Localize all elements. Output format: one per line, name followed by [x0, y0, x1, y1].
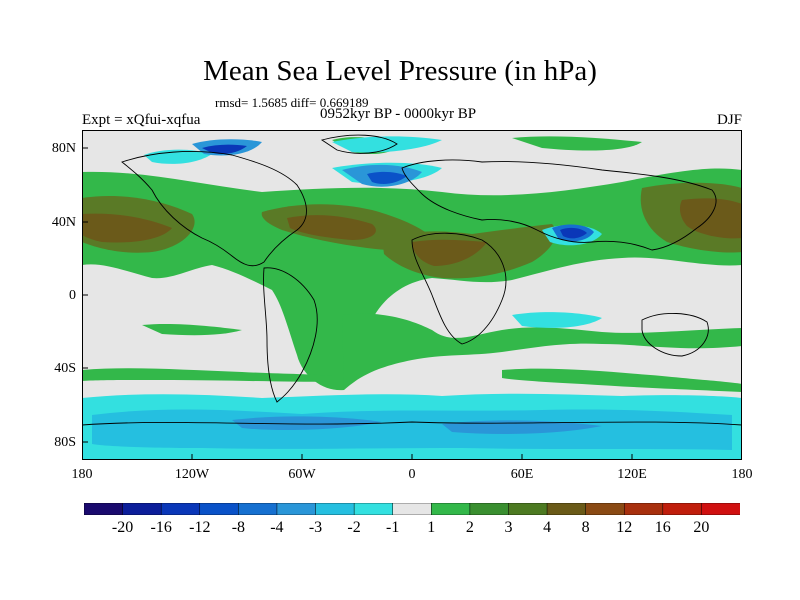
colorbar-swatch: [276, 503, 317, 515]
strong-negative-zones: [92, 139, 732, 450]
map-title: Mean Sea Level Pressure (in hPa): [203, 55, 597, 87]
pressure-map: [82, 130, 742, 460]
colorbar-swatch: [431, 503, 471, 515]
lat-tick-40n: 40N: [51, 215, 76, 230]
coastlines: [82, 134, 742, 426]
colorbar-swatch: [701, 503, 740, 515]
lat-tick-0: 0: [69, 288, 76, 303]
colorbar-label: 20: [693, 519, 710, 536]
colorbar-swatch: [238, 503, 278, 515]
colorbar-swatch: [160, 503, 201, 515]
colorbar-swatch: [508, 503, 548, 515]
colorbar-label: 16: [654, 519, 671, 536]
colorbar-label: 3: [504, 519, 513, 536]
colorbar-label: 2: [465, 519, 474, 536]
lat-tick-80n: 80N: [51, 141, 76, 156]
colorbar-swatch: [122, 503, 162, 515]
colorbar-swatch: [546, 503, 587, 515]
colorbar-label: -16: [150, 519, 172, 536]
colorbar-label: -20: [111, 519, 134, 536]
lon-tick-0: 0: [408, 467, 416, 482]
colorbar-swatch: [623, 503, 664, 515]
experiment-label: Expt = xQfui-xqfua: [82, 112, 201, 128]
colorbar-label: 8: [581, 519, 590, 536]
season-label: DJF: [716, 112, 742, 128]
colorbar-swatch: [199, 503, 240, 515]
colorbar-label: -3: [308, 519, 323, 536]
colorbar: [84, 503, 740, 515]
lon-tick-120w: 120W: [174, 467, 210, 482]
colorbar-label: -2: [347, 519, 361, 536]
colorbar-swatch: [315, 503, 355, 515]
colorbar-swatch: [392, 503, 433, 515]
stats-text: rmsd= 1.5685 diff= 0.669189: [215, 95, 369, 110]
colorbar-swatch: [469, 503, 510, 515]
colorbar-label: 4: [543, 519, 552, 536]
lon-tick-180w: 180: [71, 467, 93, 482]
lon-tick-120e: 120E: [617, 467, 647, 482]
strong-positive-zones: [82, 182, 742, 279]
lon-tick-180e: 180: [731, 467, 753, 482]
colorbar-label: 12: [616, 519, 633, 536]
period-label: 0952kyr BP - 0000kyr BP: [320, 106, 477, 122]
colorbar-swatch: [353, 503, 394, 515]
axis-ticks: [82, 147, 633, 460]
colorbar-label: -4: [270, 519, 284, 536]
colorbar-swatch: [585, 503, 625, 515]
lat-tick-80s: 80S: [54, 435, 76, 450]
colorbar-label: -8: [231, 519, 246, 536]
lon-tick-60w: 60W: [288, 467, 316, 482]
colorbar-swatch: [662, 503, 703, 515]
colorbar-label: 1: [427, 519, 436, 536]
lon-tick-60e: 60E: [510, 467, 534, 482]
colorbar-label: -12: [189, 519, 211, 536]
lat-tick-40s: 40S: [54, 361, 76, 376]
colorbar-label: -1: [386, 519, 400, 536]
colorbar-swatch: [84, 503, 124, 515]
